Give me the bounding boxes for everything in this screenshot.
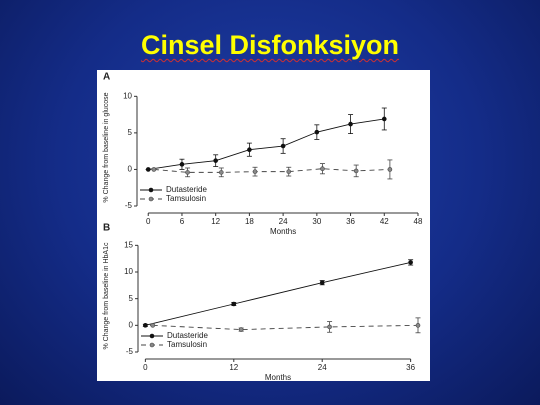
x-tick-label: 24 <box>279 217 288 226</box>
point <box>320 166 325 172</box>
x-tick-label: 30 <box>312 217 321 226</box>
series-line <box>152 324 419 331</box>
point <box>185 170 190 175</box>
legend-label: Dutasteride <box>166 185 207 194</box>
x-tick-label: 12 <box>229 363 238 372</box>
point <box>151 167 157 172</box>
y-tick-label: 10 <box>123 91 132 100</box>
point <box>280 143 286 149</box>
point <box>387 167 393 172</box>
series-line <box>153 168 390 173</box>
y-tick-label: -5 <box>126 347 134 356</box>
legend-marker <box>148 196 154 202</box>
slide-title: Cinsel Disfonksiyon <box>140 30 400 60</box>
point <box>381 116 387 122</box>
x-tick-label: 12 <box>211 217 220 226</box>
y-tick-label: 15 <box>124 240 133 249</box>
point <box>319 280 325 285</box>
x-tick-label: 36 <box>346 217 355 226</box>
legend-label: Tamsulosin <box>167 340 207 349</box>
legend-label: Dutasteride <box>167 331 208 340</box>
x-axis-label: Months <box>265 373 291 382</box>
x-tick-label: 0 <box>146 217 151 226</box>
point <box>348 121 353 127</box>
panel-label: A <box>103 72 110 83</box>
point <box>213 158 218 163</box>
panel-label: B <box>103 223 110 234</box>
y-tick-label: 5 <box>129 294 134 303</box>
point <box>353 168 359 174</box>
point <box>327 324 332 330</box>
x-tick-label: 24 <box>318 363 327 372</box>
point <box>252 169 258 174</box>
y-axis-label: % Change from baseline in glucose <box>103 92 110 202</box>
x-tick-label: 0 <box>143 363 148 372</box>
y-tick-label: 0 <box>128 165 133 174</box>
series-line <box>145 261 411 326</box>
x-tick-label: 48 <box>414 217 423 226</box>
point <box>408 260 413 265</box>
x-tick-label: 36 <box>406 363 415 372</box>
point <box>179 162 185 167</box>
point <box>238 327 244 332</box>
point <box>145 167 151 172</box>
series-line <box>148 118 385 170</box>
point <box>219 170 224 175</box>
x-axis-label: Months <box>270 227 296 236</box>
y-axis-label: % Change from baseline in HbA1c <box>103 242 110 350</box>
point <box>286 169 292 174</box>
y-tick-label: 5 <box>128 128 133 137</box>
x-tick-label: 42 <box>380 217 389 226</box>
legend-marker <box>148 187 154 193</box>
legend-marker <box>149 342 155 348</box>
point <box>314 129 320 135</box>
point <box>415 323 421 328</box>
y-tick-label: 10 <box>124 267 133 276</box>
legend-marker <box>149 333 155 339</box>
point <box>231 301 237 307</box>
point <box>143 323 148 328</box>
legend-label: Tamsulosin <box>166 194 206 203</box>
y-tick-label: -5 <box>125 201 133 210</box>
x-tick-label: 6 <box>180 217 185 226</box>
x-tick-label: 18 <box>245 217 254 226</box>
point <box>150 323 156 328</box>
y-tick-label: 0 <box>129 320 134 329</box>
point <box>247 147 252 152</box>
